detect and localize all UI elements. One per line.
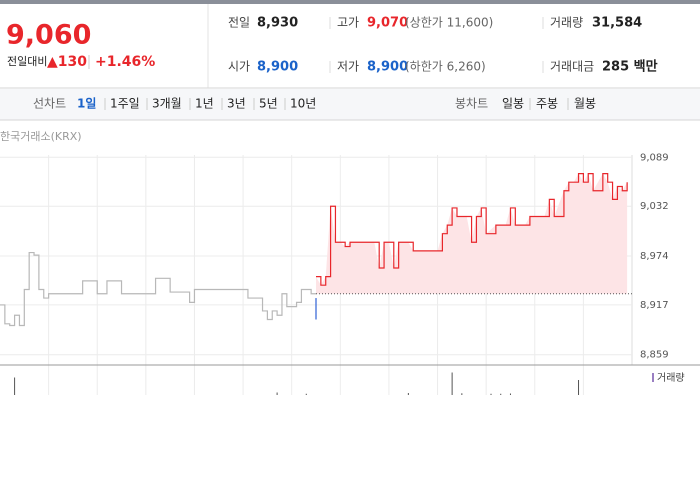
period-tab[interactable]: 3개월: [152, 97, 182, 111]
y-tick-label: 9,032: [640, 201, 669, 212]
candle-tab[interactable]: 월봉: [574, 97, 596, 111]
info-label: 거래량: [550, 16, 583, 30]
period-tab[interactable]: 1주일: [110, 97, 140, 111]
volume-bar: [461, 393, 463, 395]
candle-tab[interactable]: 일봉: [502, 97, 524, 111]
info-label: 전일: [228, 16, 250, 30]
price-chart: 한국거래소(KRX) 9,089 9,032 8,974 8,917 8,859 거래량: [0, 130, 700, 490]
candle-tab[interactable]: 주봉: [536, 97, 558, 111]
info-note: (하한가 6,260): [405, 60, 486, 74]
info-value: 8,900: [367, 60, 408, 75]
info-label: 시가: [228, 60, 250, 74]
volume-bar: [500, 393, 502, 395]
top-border: [0, 0, 700, 4]
period-tab[interactable]: 1년: [195, 97, 214, 111]
period-tab[interactable]: 1일: [77, 97, 96, 111]
change-label: 전일대비: [7, 54, 47, 68]
info-grid: 전일 8,930 고가 9,070(상한가 11,600) 거래량 31,584 시가 8,9…: [228, 16, 658, 75]
tab-group-label: 선차트: [33, 97, 66, 111]
chart-source: 한국거래소(KRX): [0, 130, 82, 143]
volume-bar: [276, 392, 278, 395]
info-label: 거래대금: [550, 60, 594, 74]
info-label: 고가: [337, 16, 359, 30]
info-value: 9,070: [367, 16, 408, 31]
info-value: 31,584: [592, 16, 642, 31]
volume-bar: [451, 372, 453, 395]
info-label: 저가: [337, 60, 359, 74]
legend-swatch: [652, 373, 654, 382]
info-value: 8,930: [257, 16, 298, 31]
tabs: 선차트 1일 1주일 3개월 1년 3년 5년 10년 봉차트 일봉 주봉 월봉: [33, 97, 596, 111]
y-tick-label: 8,974: [640, 251, 669, 262]
period-tab[interactable]: 5년: [259, 97, 278, 111]
legend-label: 거래량: [657, 372, 685, 384]
y-tick-label: 9,089: [640, 152, 669, 163]
y-tick-label: 8,859: [640, 350, 669, 361]
cutoff: [0, 396, 700, 490]
volume-bar: [14, 377, 16, 395]
volume-bar: [490, 393, 492, 395]
current-price: 9,060: [6, 20, 91, 51]
info-value: 8,900: [257, 60, 298, 75]
tab-group-label: 봉차트: [455, 97, 488, 111]
tab-bar: [0, 89, 700, 120]
volume-bar: [407, 393, 409, 395]
change: ▲130: [47, 54, 87, 70]
volume-bar: [305, 393, 307, 395]
volume-bar: [578, 380, 580, 395]
period-tab[interactable]: 10년: [290, 97, 316, 111]
y-tick-label: 8,917: [640, 300, 669, 311]
price-line: [316, 173, 628, 286]
period-tab[interactable]: 3년: [227, 97, 246, 111]
info-note: (상한가 11,600): [405, 16, 493, 30]
change-rate: +1.46%: [95, 54, 155, 70]
info-value: 285 백만: [602, 59, 658, 75]
price-line: [0, 251, 316, 327]
volume-bar: [509, 393, 511, 395]
